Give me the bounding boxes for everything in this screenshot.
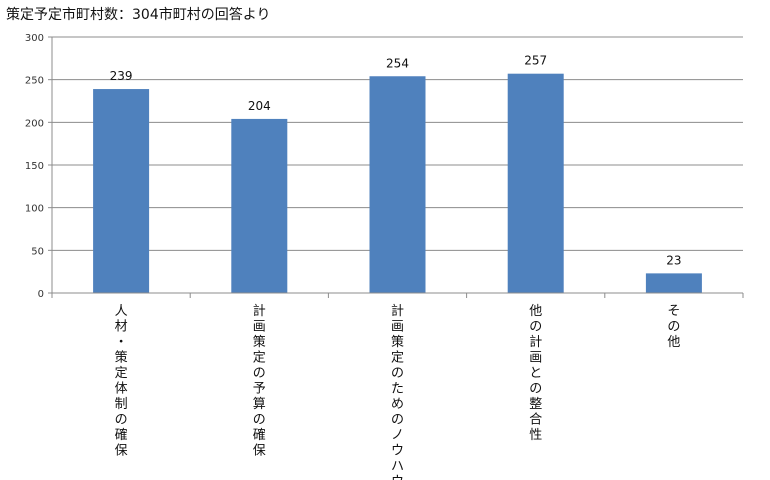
bar bbox=[231, 118, 288, 293]
category-label: その他 bbox=[667, 304, 680, 350]
bars bbox=[93, 73, 702, 294]
bar bbox=[645, 273, 702, 293]
y-tick-label: 250 bbox=[25, 76, 44, 87]
y-tick-label: 50 bbox=[31, 246, 44, 257]
bar bbox=[93, 89, 150, 293]
category-label: 計画策定のためのノウハウ bbox=[391, 303, 404, 480]
bar bbox=[507, 73, 564, 294]
y-tick-label: 0 bbox=[38, 289, 44, 300]
axes bbox=[48, 36, 744, 298]
chart-title: 策定予定市町村数：304市町村の回答より bbox=[6, 7, 271, 23]
y-tick-label: 100 bbox=[25, 204, 44, 215]
data-label: 239 bbox=[110, 69, 133, 83]
data-label: 23 bbox=[666, 253, 681, 267]
data-label: 257 bbox=[524, 54, 547, 68]
category-label: 人材・策定体制の確保 bbox=[115, 304, 128, 459]
y-tick-label: 150 bbox=[25, 161, 44, 172]
data-label: 204 bbox=[248, 99, 271, 113]
data-label: 254 bbox=[386, 56, 409, 70]
category-label: 計画策定の予算の確保 bbox=[253, 303, 266, 459]
category-label: 他の計画との整合性 bbox=[529, 304, 542, 443]
bar bbox=[369, 76, 426, 294]
y-tick-label: 200 bbox=[25, 118, 44, 129]
labels: 0 50 100 150 200 250 300 239 人材・策定体制の確保 204 計画策定の予… bbox=[25, 33, 682, 480]
y-tick-label: 300 bbox=[25, 33, 44, 44]
